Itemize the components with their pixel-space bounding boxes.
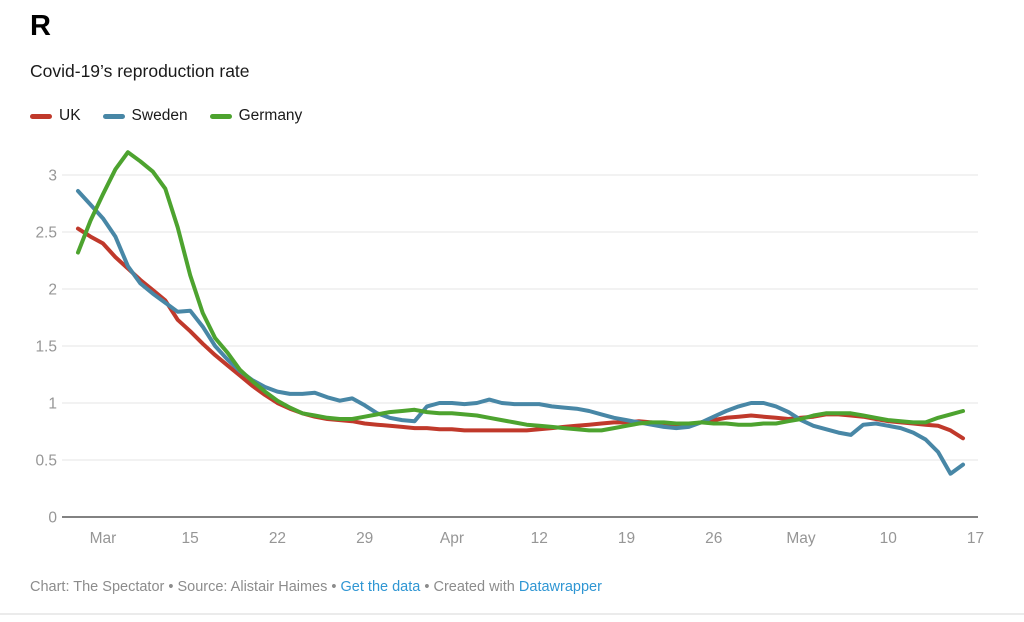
datawrapper-link[interactable]: Datawrapper — [518, 579, 602, 595]
page-title: R — [30, 10, 52, 42]
legend-swatch-icon — [102, 113, 125, 119]
legend-item-sweden: Sweden — [102, 107, 188, 125]
chart-subtitle: Covid-19’s reproduction rate — [30, 61, 250, 81]
legend-label: UK — [59, 107, 81, 124]
series-line-germany — [76, 150, 965, 433]
legend-item-germany: Germany — [209, 107, 303, 125]
y-tick-label: 0 — [48, 510, 57, 527]
x-tick-label: 12 — [531, 530, 548, 547]
y-tick-label: 3 — [48, 168, 57, 185]
x-tick-label: 22 — [269, 530, 286, 547]
legend-swatch-icon — [30, 113, 52, 119]
line-chart-plot: 0 0.5 1 1.5 2 2.5 3 Mar 15 22 29 Apr 12 19 26 May 10 17 — [35, 150, 984, 547]
x-tick-label: 17 — [967, 530, 984, 547]
frame-bottom-edge — [0, 613, 1024, 615]
legend-label: Germany — [238, 107, 303, 124]
legend-item-uk: UK — [30, 107, 81, 125]
legend-swatch-icon — [209, 113, 232, 119]
footer-separator: • — [164, 579, 178, 595]
legend-label: Sweden — [131, 107, 188, 124]
x-tick-label: Apr — [440, 530, 464, 547]
series-line-sweden — [76, 189, 965, 476]
y-tick-label: 2.5 — [35, 225, 57, 242]
x-tick-label: 15 — [182, 530, 199, 547]
y-tick-label: 1.5 — [35, 339, 57, 356]
chart-credit: Chart: The Spectator — [30, 579, 165, 595]
chart-legend: UK Sweden Germany — [30, 107, 302, 125]
y-tick-label: 1 — [48, 396, 57, 413]
x-tick-label: 26 — [705, 530, 722, 547]
y-tick-label: 2 — [48, 282, 57, 299]
created-with-text: Created with — [433, 579, 519, 595]
footer-separator: • — [420, 579, 434, 595]
x-tick-label: 19 — [618, 530, 635, 547]
y-tick-label: 0.5 — [35, 453, 57, 470]
x-tick-label: Mar — [90, 530, 117, 547]
chart-source: Source: Alistair Haimes — [177, 579, 328, 595]
x-tick-label: May — [786, 530, 816, 547]
footer-separator: • — [327, 579, 341, 595]
get-the-data-link[interactable]: Get the data — [340, 579, 421, 595]
x-tick-label: 10 — [880, 530, 898, 547]
x-tick-label: 29 — [356, 530, 373, 547]
chart-footer: Chart: The Spectator • Source: Alistair … — [30, 579, 602, 595]
